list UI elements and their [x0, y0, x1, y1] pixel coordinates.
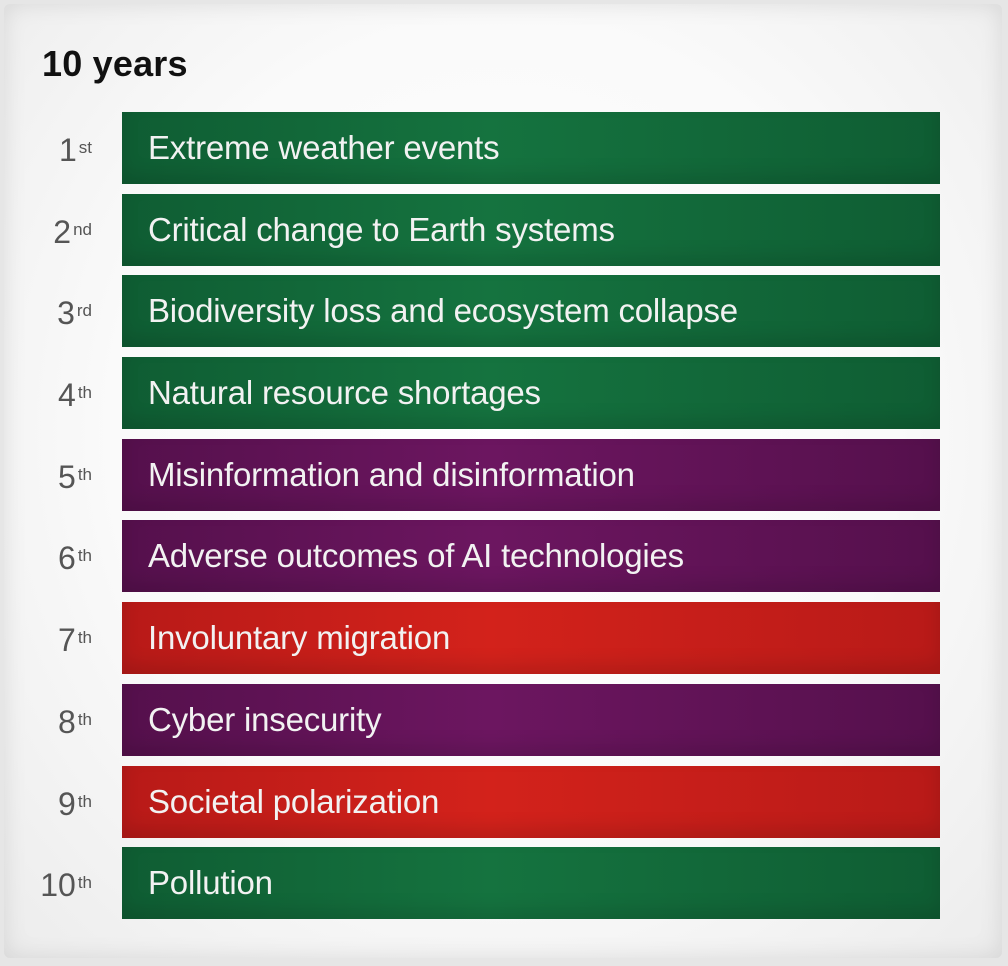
risk-bar: Biodiversity loss and ecosystem collapse — [122, 275, 940, 348]
risk-bar: Critical change to Earth systems — [122, 193, 940, 266]
rank-suffix: th — [77, 546, 92, 566]
rank-suffix: th — [77, 464, 92, 484]
rank-suffix: rd — [76, 301, 92, 321]
risk-bar: Cyber insecurity — [122, 683, 940, 756]
panel-title: 10 years — [42, 43, 188, 84]
risk-label: Pollution — [148, 864, 273, 902]
risk-bar: Involuntary migration — [122, 602, 940, 675]
rank-suffix: nd — [73, 219, 92, 239]
risk-label: Cyber insecurity — [148, 700, 382, 738]
risk-label: Misinformation and disinformation — [148, 455, 635, 493]
risk-bar: Societal polarization — [122, 765, 940, 838]
risk-bar: Adverse outcomes of AI technologies — [122, 520, 940, 593]
risk-label: Critical change to Earth systems — [148, 210, 615, 248]
rank-suffix: th — [77, 709, 92, 729]
rank-suffix: th — [77, 383, 92, 403]
risk-label: Natural resource shortages — [148, 374, 541, 412]
risk-label: Adverse outcomes of AI technologies — [148, 537, 684, 575]
risk-bar: Natural resource shortages — [122, 357, 940, 430]
rank-suffix: th — [77, 873, 92, 893]
rank-suffix: st — [78, 138, 92, 157]
risk-label: Biodiversity loss and ecosystem collapse — [148, 292, 738, 330]
risk-label: Societal polarization — [148, 782, 440, 820]
risk-bar: Misinformation and disinformation — [122, 438, 940, 511]
rank-suffix: th — [77, 628, 92, 648]
risk-label: Involuntary migration — [148, 619, 451, 657]
rank-suffix: th — [77, 791, 92, 811]
risk-label: Extreme weather events — [148, 129, 500, 166]
risk-bar: Pollution — [122, 847, 940, 920]
risk-bar: Extreme weather events — [122, 112, 940, 184]
